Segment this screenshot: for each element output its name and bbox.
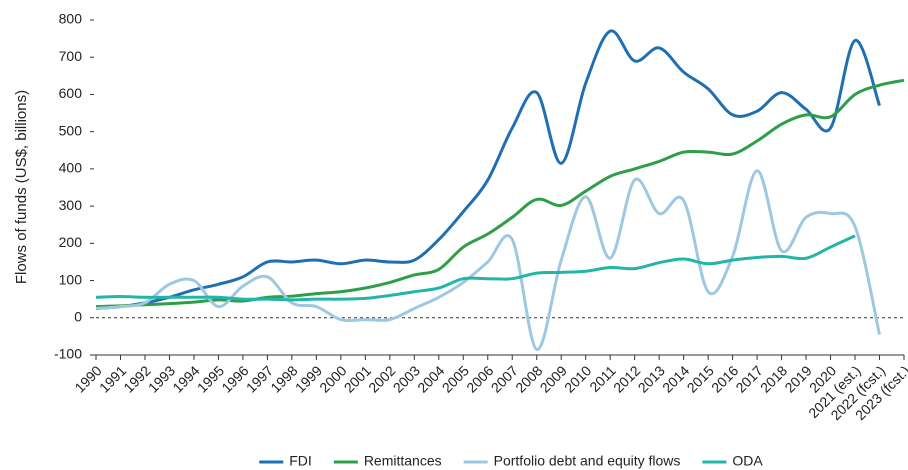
- x-tick-label: 1991: [96, 362, 129, 395]
- x-tick-label: 2003: [390, 362, 423, 395]
- legend-label: Remittances: [364, 453, 442, 469]
- x-tick-label: 2013: [635, 362, 668, 395]
- y-tick-label: 700: [59, 48, 83, 64]
- y-axis-label: Flows of funds (US$, billions): [13, 90, 30, 284]
- x-tick-label: 1992: [120, 362, 153, 395]
- x-tick-label: 2005: [439, 362, 472, 395]
- legend-label: ODA: [732, 453, 763, 469]
- y-tick-label: 0: [74, 308, 82, 324]
- y-tick-label: 400: [59, 160, 83, 176]
- x-tick-label: 2009: [537, 362, 570, 395]
- x-tick-label: 1998: [267, 362, 300, 395]
- series-line: [95, 78, 905, 309]
- x-tick-label: 2017: [732, 362, 765, 395]
- x-tick-label: 2015: [684, 362, 717, 395]
- x-tick-label: 2004: [414, 362, 447, 395]
- y-tick-label: 800: [59, 11, 83, 27]
- series-line: [95, 29, 881, 310]
- y-tick-label: -100: [54, 346, 82, 362]
- x-tick-label: 1990: [71, 362, 104, 395]
- y-tick-label: 300: [59, 197, 83, 213]
- y-tick-label: 200: [59, 234, 83, 250]
- x-tick-label: 1995: [194, 362, 227, 395]
- x-tick-label: 2012: [610, 362, 643, 395]
- y-tick-label: 600: [59, 85, 83, 101]
- x-tick-label: 1994: [169, 362, 202, 395]
- y-tick-label: 100: [59, 271, 83, 287]
- x-tick-label: 2002: [365, 362, 398, 395]
- y-tick-label: 500: [59, 122, 83, 138]
- x-tick-label: 2011: [586, 362, 619, 395]
- legend-label: Portfolio debt and equity flows: [494, 453, 681, 469]
- x-tick-label: 2016: [708, 362, 741, 395]
- x-tick-label: 2008: [512, 362, 545, 395]
- x-tick-label: 2000: [316, 362, 349, 395]
- series-line: [95, 169, 881, 351]
- x-tick-label: 2001: [341, 362, 374, 395]
- x-tick-label: 2007: [488, 362, 521, 395]
- x-tick-label: 2006: [463, 362, 496, 395]
- x-tick-label: 1996: [218, 362, 251, 395]
- legend-label: FDI: [289, 453, 312, 469]
- series-line: [95, 234, 856, 302]
- x-tick-label: 2014: [659, 362, 692, 395]
- x-tick-label: 2019: [781, 362, 814, 395]
- x-tick-label: 2018: [757, 362, 790, 395]
- x-tick-label: 1999: [292, 362, 325, 395]
- x-tick-label: 1997: [243, 362, 276, 395]
- x-tick-label: 2010: [561, 362, 594, 395]
- x-tick-label: 1993: [145, 362, 178, 395]
